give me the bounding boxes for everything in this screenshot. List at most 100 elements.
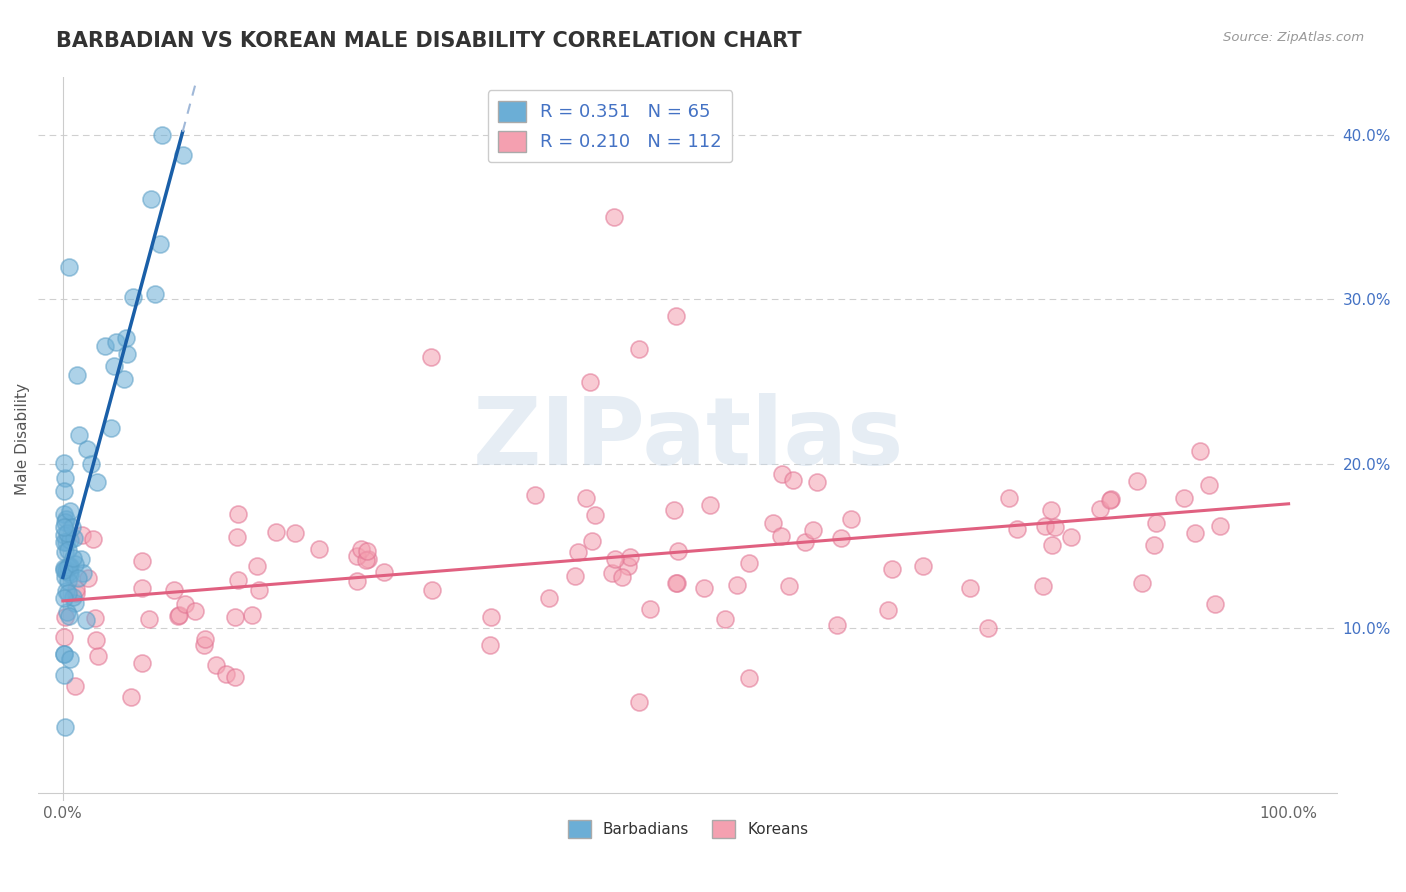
Point bbox=[65, 586, 87, 600]
Point bbox=[56, 574, 79, 588]
Point bbox=[692, 581, 714, 595]
Point bbox=[882, 562, 904, 576]
Point bbox=[100, 421, 122, 435]
Point bbox=[825, 617, 848, 632]
Point bbox=[58, 260, 80, 274]
Point bbox=[1173, 491, 1195, 506]
Text: ZIPatlas: ZIPatlas bbox=[472, 393, 904, 485]
Point bbox=[346, 574, 368, 589]
Point bbox=[830, 532, 852, 546]
Point bbox=[959, 581, 981, 595]
Point bbox=[55, 584, 77, 599]
Point bbox=[59, 559, 82, 574]
Point bbox=[1042, 538, 1064, 552]
Point bbox=[617, 558, 640, 573]
Point bbox=[58, 565, 80, 579]
Point bbox=[205, 657, 228, 672]
Point bbox=[53, 647, 76, 661]
Point bbox=[1099, 492, 1122, 507]
Point bbox=[59, 533, 82, 548]
Point bbox=[638, 602, 661, 616]
Point bbox=[356, 551, 378, 566]
Point bbox=[55, 535, 77, 549]
Point bbox=[70, 552, 93, 566]
Point bbox=[169, 607, 191, 622]
Point bbox=[53, 668, 76, 682]
Point bbox=[1189, 443, 1212, 458]
Point bbox=[94, 339, 117, 353]
Point bbox=[65, 679, 87, 693]
Point bbox=[53, 534, 76, 549]
Point bbox=[738, 671, 761, 685]
Point bbox=[193, 638, 215, 652]
Point bbox=[240, 607, 263, 622]
Point bbox=[121, 290, 143, 304]
Point bbox=[579, 375, 602, 389]
Point bbox=[1099, 491, 1122, 506]
Point bbox=[58, 609, 80, 624]
Point bbox=[627, 695, 650, 709]
Point bbox=[66, 572, 89, 586]
Point bbox=[62, 520, 84, 534]
Y-axis label: Male Disability: Male Disability bbox=[15, 384, 30, 495]
Point bbox=[53, 527, 76, 541]
Point bbox=[600, 566, 623, 580]
Point bbox=[65, 596, 87, 610]
Point bbox=[603, 210, 626, 224]
Point bbox=[75, 614, 97, 628]
Point bbox=[1130, 576, 1153, 591]
Point bbox=[564, 568, 586, 582]
Point bbox=[538, 591, 561, 605]
Point bbox=[131, 554, 153, 568]
Point bbox=[173, 598, 195, 612]
Point bbox=[145, 287, 167, 301]
Point bbox=[53, 520, 76, 534]
Point bbox=[793, 535, 815, 549]
Point bbox=[801, 523, 824, 537]
Point bbox=[72, 566, 94, 581]
Point bbox=[72, 528, 94, 542]
Point bbox=[770, 467, 793, 481]
Point bbox=[612, 570, 634, 584]
Legend: Barbadians, Koreans: Barbadians, Koreans bbox=[561, 814, 814, 844]
Point bbox=[194, 632, 217, 646]
Point bbox=[770, 529, 793, 543]
Point bbox=[53, 484, 76, 499]
Point bbox=[115, 347, 138, 361]
Point bbox=[699, 498, 721, 512]
Point bbox=[55, 511, 77, 525]
Point bbox=[226, 573, 249, 587]
Point bbox=[264, 524, 287, 539]
Point bbox=[59, 504, 82, 518]
Point bbox=[63, 557, 86, 571]
Point bbox=[53, 515, 76, 529]
Point bbox=[53, 545, 76, 559]
Point bbox=[131, 657, 153, 671]
Point bbox=[284, 525, 307, 540]
Point bbox=[139, 193, 162, 207]
Point bbox=[226, 530, 249, 544]
Point bbox=[53, 630, 76, 644]
Point bbox=[86, 475, 108, 489]
Point bbox=[1090, 501, 1112, 516]
Point bbox=[619, 549, 641, 564]
Point bbox=[80, 457, 103, 471]
Text: BARBADIAN VS KOREAN MALE DISABILITY CORRELATION CHART: BARBADIAN VS KOREAN MALE DISABILITY CORR… bbox=[56, 31, 801, 51]
Point bbox=[56, 526, 79, 541]
Point bbox=[87, 648, 110, 663]
Point bbox=[53, 647, 76, 661]
Point bbox=[224, 609, 246, 624]
Point bbox=[1060, 530, 1083, 544]
Point bbox=[172, 148, 194, 162]
Point bbox=[77, 571, 100, 585]
Point bbox=[605, 552, 627, 566]
Point bbox=[346, 549, 368, 564]
Point bbox=[373, 565, 395, 579]
Point bbox=[523, 488, 546, 502]
Point bbox=[997, 491, 1019, 506]
Point bbox=[53, 570, 76, 584]
Point bbox=[839, 511, 862, 525]
Point bbox=[1007, 522, 1029, 536]
Point bbox=[665, 576, 688, 591]
Point bbox=[308, 541, 330, 556]
